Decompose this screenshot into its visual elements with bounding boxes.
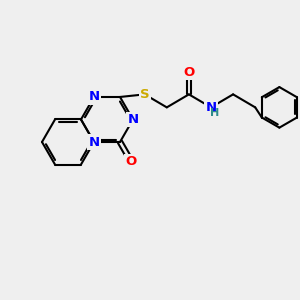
Text: O: O bbox=[125, 154, 137, 168]
Text: H: H bbox=[210, 108, 220, 118]
Text: N: N bbox=[88, 136, 100, 148]
Text: N: N bbox=[128, 113, 139, 126]
Text: O: O bbox=[183, 66, 194, 79]
Text: N: N bbox=[206, 101, 217, 114]
Text: N: N bbox=[88, 91, 100, 103]
Text: S: S bbox=[140, 88, 149, 101]
